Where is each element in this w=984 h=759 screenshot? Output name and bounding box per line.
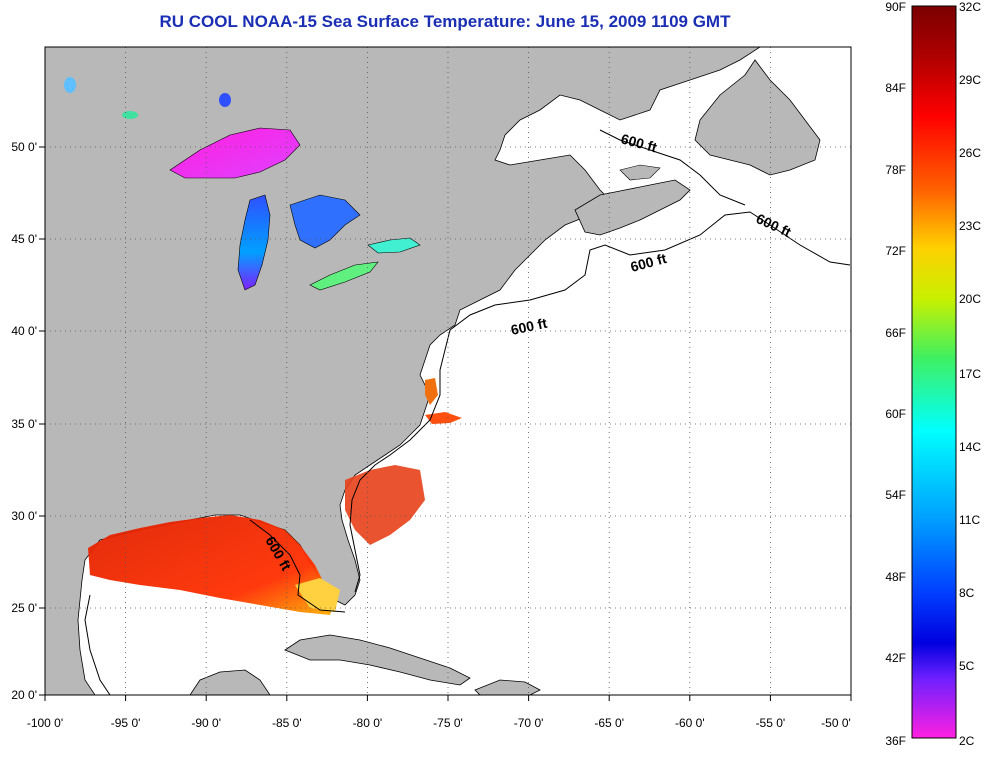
nova-scotia-land <box>574 179 691 236</box>
lake-erie <box>309 261 379 291</box>
colorbar-f-label: 84F <box>885 81 906 95</box>
colorbar-c-label: 29C <box>959 73 981 87</box>
colorbar-f-label: 54F <box>885 488 906 502</box>
lat-tick-label: 25 0' <box>11 601 37 615</box>
small-lake <box>219 93 231 107</box>
lake-huron <box>289 194 361 249</box>
lon-tick-label: -65 0' <box>594 716 624 730</box>
colorbar-c-label: 8C <box>959 586 975 600</box>
colorbar-c-label: 11C <box>959 513 980 527</box>
colorbar-f-label: 48F <box>885 570 906 584</box>
colorbar-c-label: 14C <box>959 440 981 454</box>
colorbar-f-label: 60F <box>885 407 906 421</box>
gulf-sst-field <box>88 515 335 615</box>
colorbar-c-label: 17C <box>959 367 981 381</box>
colorbar <box>911 5 957 739</box>
lon-tick-label: -50 0' <box>821 716 851 730</box>
carolina-sst-field <box>425 378 438 405</box>
colorbar-c-label: 23C <box>959 219 981 233</box>
small-lake <box>64 77 76 93</box>
yucatan-land <box>189 669 271 695</box>
small-lake <box>122 111 138 119</box>
newfoundland-land <box>694 59 821 176</box>
lon-tick-label: -55 0' <box>756 716 786 730</box>
lat-tick-label: 40 0' <box>11 324 37 338</box>
lake-ontario <box>367 237 421 254</box>
lon-tick-label: -80 0' <box>353 716 383 730</box>
lat-tick-label: 20 0' <box>11 688 37 702</box>
contour-label: 600 ft <box>509 315 548 338</box>
colorbar-f-label: 72F <box>885 244 906 258</box>
lon-tick-label: -70 0' <box>514 716 544 730</box>
lon-tick-label: -60 0' <box>675 716 705 730</box>
isobath-contours <box>84 129 851 695</box>
colorbar-f-label: 66F <box>885 326 906 340</box>
colorbar-c-label: 20C <box>959 292 981 306</box>
colorbar-f-label: 42F <box>885 651 906 665</box>
lon-tick-label: -90 0' <box>191 716 221 730</box>
graticule <box>45 47 851 695</box>
pei-island <box>619 164 661 181</box>
colorbar-f-label: 36F <box>885 734 906 748</box>
hatteras-sst-field <box>425 412 462 424</box>
colorbar-f-label: 78F <box>885 163 906 177</box>
colorbar-c-label: 2C <box>959 734 975 748</box>
lat-tick-label: 50 0' <box>11 140 37 154</box>
colorbar-c-label: 5C <box>959 659 975 673</box>
colorbar-c-label: 26C <box>959 146 981 160</box>
map-title: RU COOL NOAA-15 Sea Surface Temperature:… <box>159 12 731 31</box>
lon-tick-label: -100 0' <box>27 716 63 730</box>
lat-tick-label: 30 0' <box>11 509 37 523</box>
lake-michigan <box>237 194 271 291</box>
atlantic-sst-field <box>345 465 425 545</box>
lat-tick-label: 45 0' <box>11 232 37 246</box>
lon-tick-label: -95 0' <box>111 716 141 730</box>
lat-tick-label: 35 0' <box>11 417 37 431</box>
lon-tick-label: -85 0' <box>272 716 302 730</box>
hispaniola-island <box>474 679 541 695</box>
colorbar-c-label: 32C <box>959 0 981 14</box>
axis-ticks <box>39 146 852 701</box>
cuba-island <box>284 634 471 686</box>
colorbar-f-label: 90F <box>885 0 906 14</box>
keys-sst-field <box>295 578 340 612</box>
lon-tick-label: -75 0' <box>433 716 463 730</box>
